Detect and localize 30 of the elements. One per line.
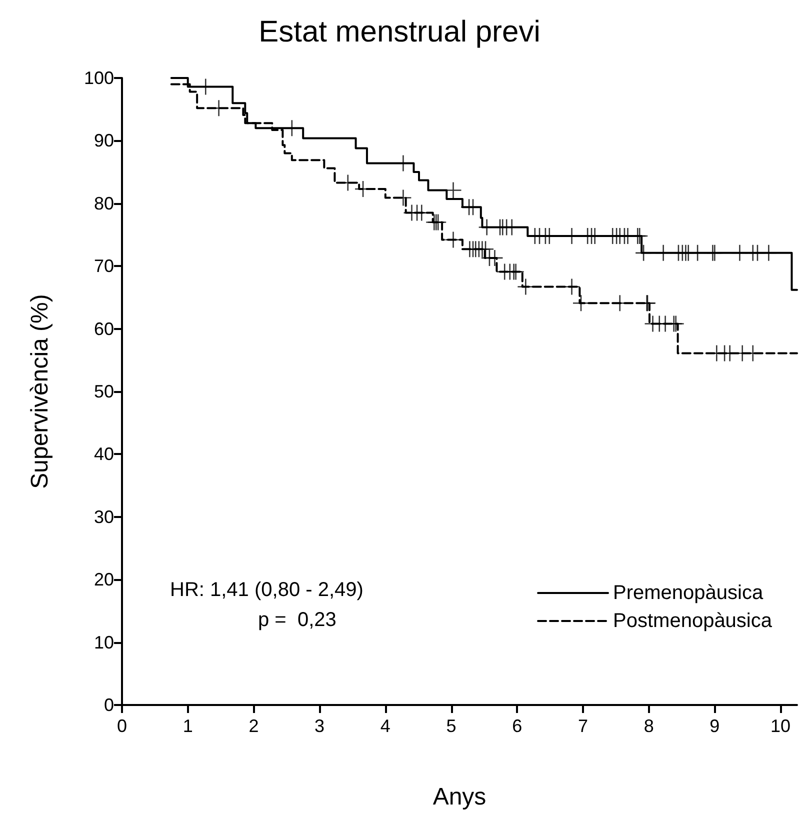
- x-tick-label: 9: [710, 716, 720, 736]
- legend-label: Premenopàusica: [613, 582, 764, 604]
- y-axis-title: Supervivència (%): [26, 294, 54, 489]
- chart-title: Estat menstrual previ: [258, 16, 540, 48]
- y-tick-label: 40: [94, 444, 114, 464]
- y-tick-label: 90: [94, 130, 114, 151]
- x-axis-title: Anys: [432, 784, 486, 810]
- x-tick-label: 1: [182, 716, 193, 736]
- legend-label: Postmenopàusica: [613, 610, 773, 632]
- x-tick-label: 4: [380, 716, 390, 736]
- x-tick-label: 5: [446, 716, 456, 736]
- y-tick-label: 50: [94, 382, 114, 402]
- x-tick-label: 6: [512, 716, 522, 736]
- x-tick-label: 2: [248, 716, 259, 736]
- y-tick-label: 80: [94, 193, 114, 214]
- x-tick-label: 0: [116, 716, 128, 736]
- y-tick-label: 70: [94, 256, 114, 276]
- y-tick-label: 0: [104, 695, 114, 715]
- y-tick-label: 60: [94, 318, 114, 339]
- y-tick-label: 10: [94, 632, 114, 652]
- x-tick-label: 3: [314, 716, 325, 736]
- x-tick-label: 8: [644, 716, 654, 736]
- x-tick-label: 7: [578, 716, 588, 736]
- y-tick-label: 20: [94, 570, 114, 590]
- annotation: HR: 1,41 (0,80 - 2,49): [170, 579, 364, 601]
- annotation: p = 0,23: [258, 609, 336, 631]
- x-tick-label: 10: [770, 716, 791, 736]
- y-tick-label: 30: [94, 506, 114, 527]
- y-tick-label: 100: [84, 68, 114, 88]
- point: [445, 182, 462, 198]
